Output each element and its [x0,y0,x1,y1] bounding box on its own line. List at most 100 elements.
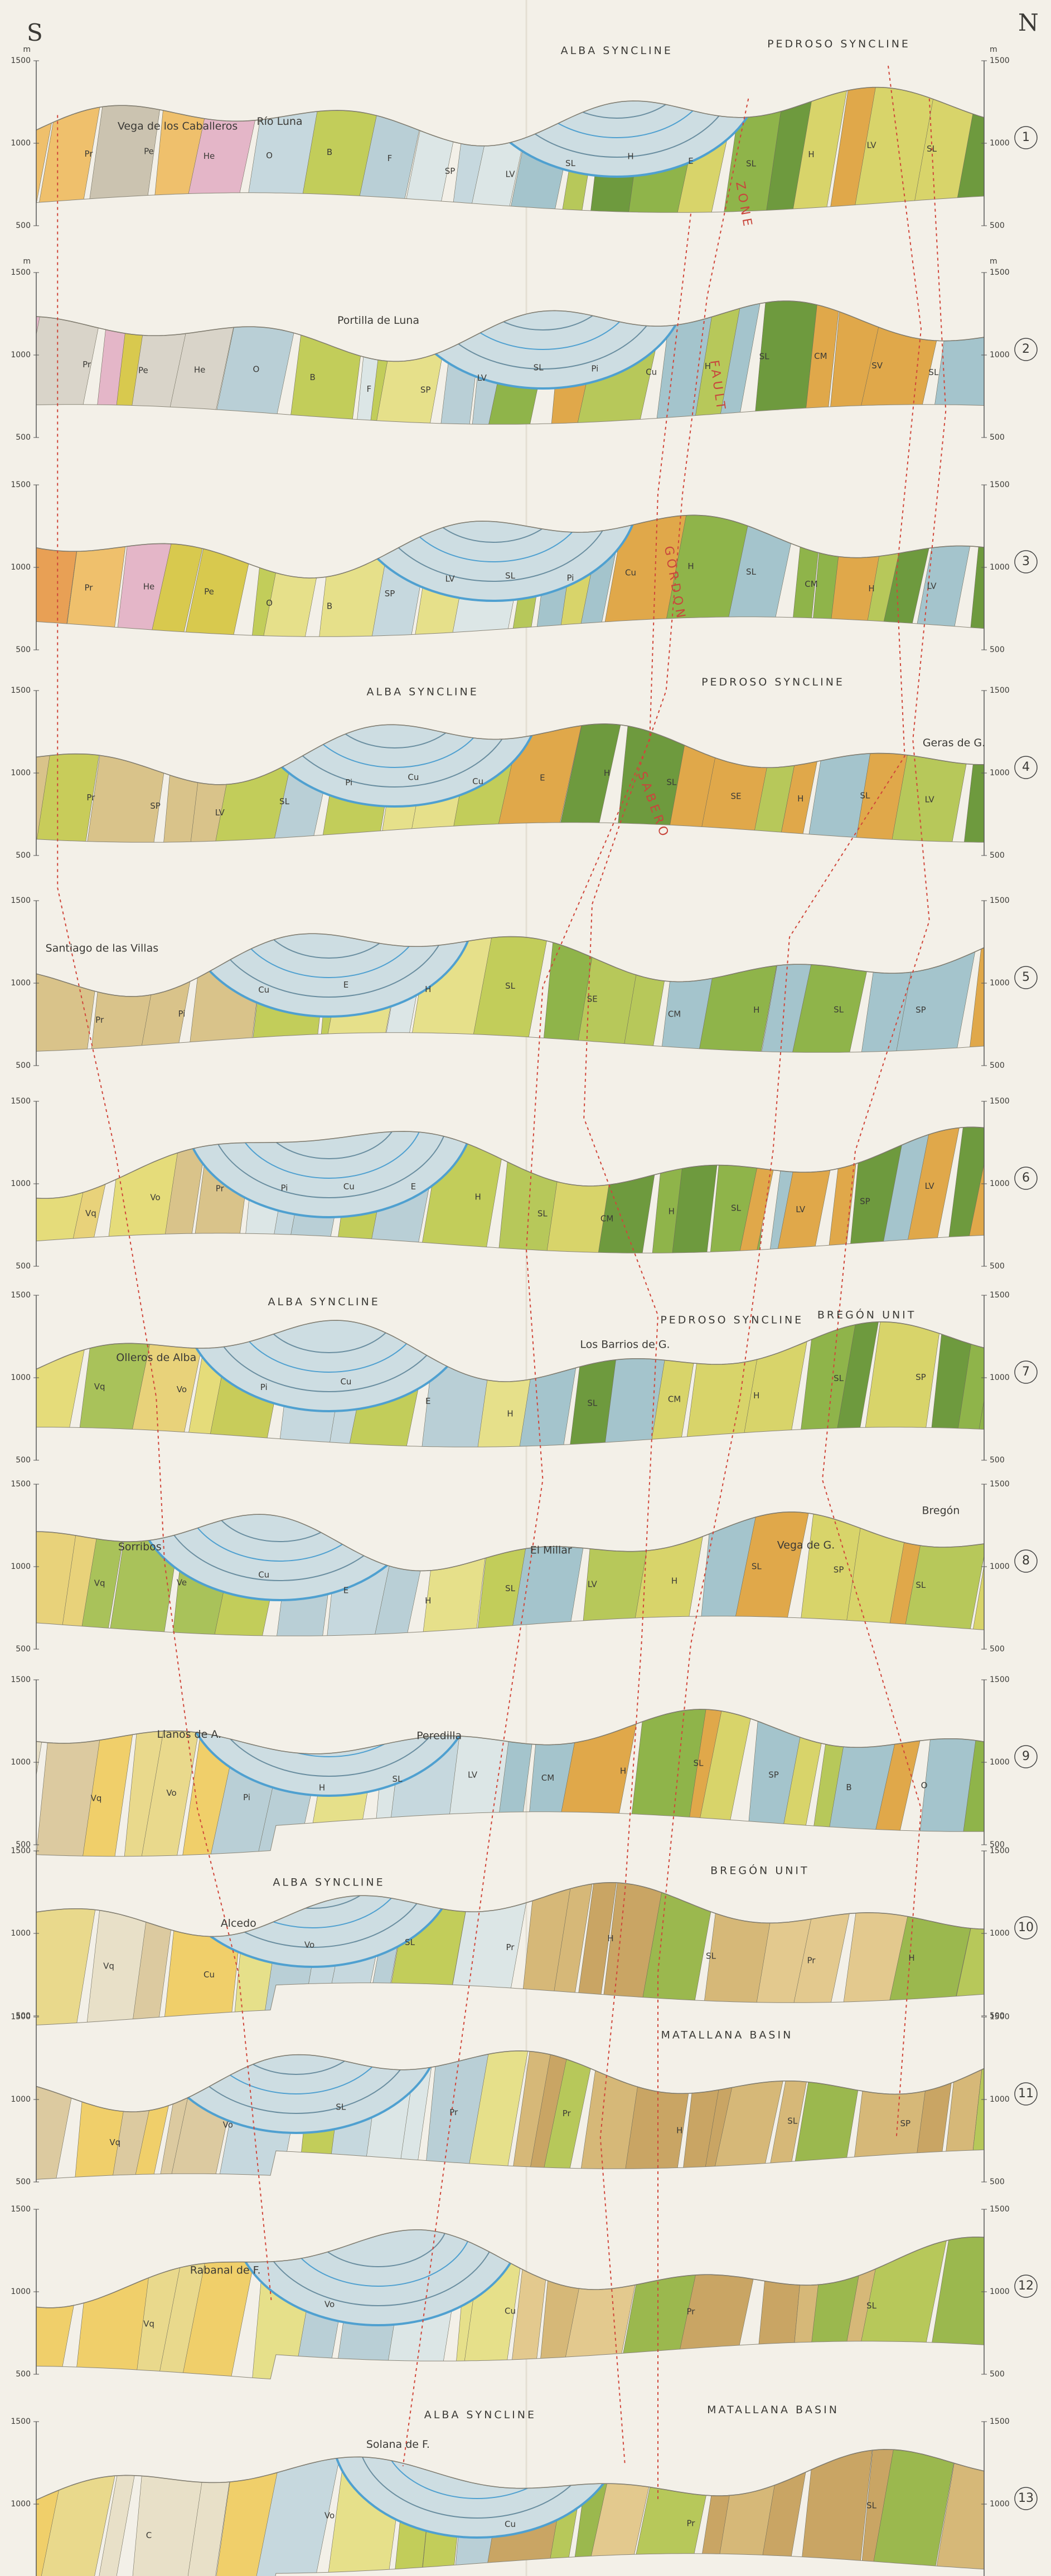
rock-unit [705,301,772,425]
syncline-fold [373,515,614,582]
unit-label: Vo [223,2120,233,2130]
rock-unit [960,1511,984,1636]
scale-label: 1000 [990,769,1010,777]
unit-label: Pi [591,364,598,374]
unit-label: SL [534,362,544,372]
rock-unit [923,2449,984,2576]
structure-name: PEDROSO SYNCLINE [767,38,910,50]
scale-label: 1000 [990,2095,1010,2104]
south-label: S [27,19,43,46]
unit-label: B [327,147,332,157]
unit-label: SL [759,352,770,362]
scale-label: 1000 [11,139,31,148]
unit-label: H [868,584,874,594]
unit-label: Pr [85,583,94,593]
unit-label: C [146,2530,152,2540]
scale-label: 1000 [11,1179,31,1188]
unit-label: SL [787,2116,798,2126]
section-number-circle [1014,756,1038,779]
syncline-fold [217,1882,408,1928]
scale-label: 1500 [11,480,31,489]
structure-name: MATALLANA BASIN [661,2029,793,2042]
scale-label: 1500 [11,1480,31,1489]
unit-label: SL [279,796,290,806]
structure-name: PEDROSO SYNCLINE [660,1314,803,1326]
scale-label: 1000 [11,2287,31,2296]
scale-label: 1500 [11,56,31,65]
scale-unit: m [990,45,997,54]
unit-label: CM [814,351,827,361]
syncline-fold [347,515,640,602]
section-number-circle [1014,1167,1038,1190]
unit-label: H [604,768,610,778]
unit-label: SE [731,791,742,801]
unit-label: CM [541,1773,554,1783]
scale-label: 1500 [11,1097,31,1106]
syncline-fold [159,1511,400,1581]
unit-label: Pi [243,1792,250,1802]
scale-label: 1000 [11,563,31,572]
scale-label: 1500 [11,1291,31,1300]
scale-label: 1000 [11,769,31,777]
unit-label: Cu [505,2306,516,2316]
place-name: Bregón [922,1505,960,1517]
syncline-fold [234,1320,424,1373]
unit-label: Vq [91,1793,102,1803]
unit-label: H [808,149,814,159]
place-name: Sorribos [118,1540,162,1553]
scale-label: 1500 [990,2205,1010,2214]
unit-label: Ve [177,1578,187,1588]
syncline-fold [423,515,564,543]
scale-label: 1000 [990,563,1010,572]
scale-label: 1000 [11,979,31,988]
syncline-fold [258,2229,499,2306]
syncline-fold [234,934,424,978]
unit-label: LV [445,573,456,584]
rock-unit [36,2050,93,2180]
structure-name: BREGÓN UNIT [817,1308,917,1321]
scale-label: 1000 [11,2500,31,2509]
fault-trace [57,115,272,2302]
unit-label: Pi [345,777,352,788]
place-name: Vega de G. [777,1539,835,1552]
scale-label: 1500 [11,686,31,695]
scale-label: 1000 [990,2500,1010,2509]
syncline-fold [356,2449,598,2519]
syncline-fold [249,723,541,808]
syncline-fold [234,1709,424,1757]
structure-name: PEDROSO SYNCLINE [701,676,845,688]
syncline-fold [259,934,399,959]
unit-label: LV [477,373,487,383]
unit-label: CM [600,1213,613,1223]
scale-label: 500 [16,1456,31,1465]
unit-label: Vq [143,2319,154,2329]
unit-label: SL [505,571,516,581]
unit-label: LV [468,1770,478,1780]
unit-label: SL [731,1203,742,1213]
unit-label: CM [668,1009,681,1019]
place-name: Santiago de las Villas [46,942,158,955]
scale-label: 500 [990,2370,1005,2379]
unit-label: Cu [505,2519,516,2529]
scale-label: 1500 [990,2013,1010,2021]
unit-label: F [388,153,393,163]
structure-name: ALBA SYNCLINE [561,45,673,57]
section-number-circle [1014,2274,1038,2298]
unit-label: Pi [260,1382,268,1392]
section-number: 9 [1022,1749,1030,1763]
scale-label: 1000 [990,1179,1010,1188]
scale-label: 1500 [990,1846,1010,1855]
scale-label: 500 [16,2011,31,2020]
scale-label: 500 [990,1061,1005,1070]
unit-label: SL [746,159,757,169]
syncline-fold [242,1882,383,1909]
section-number: 1 [1022,130,1030,144]
scale-label: 500 [990,1262,1005,1271]
rock-unit [747,301,824,425]
syncline-fold [176,2050,416,2114]
syncline-fold [150,2050,442,2134]
unit-label: SP [916,1372,926,1382]
section-number: 4 [1022,760,1030,774]
scale-unit: m [23,257,31,266]
